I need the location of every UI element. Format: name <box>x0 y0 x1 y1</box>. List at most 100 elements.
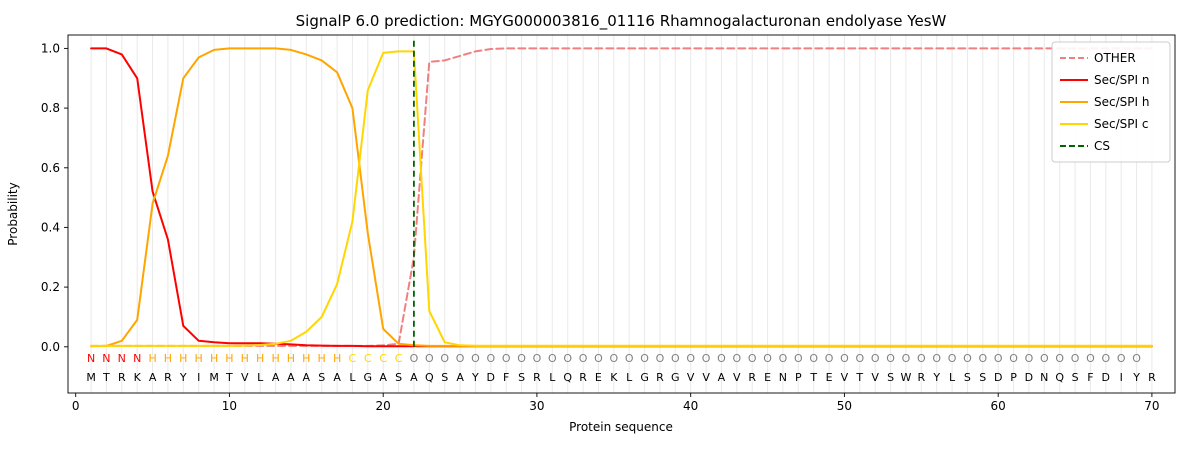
residue-label: N <box>779 371 787 384</box>
region-label: O <box>471 352 480 365</box>
residue-label: D <box>1025 371 1033 384</box>
residue-label: F <box>503 371 509 384</box>
residue-label: D <box>1102 371 1110 384</box>
region-label: O <box>963 352 972 365</box>
residue-label: S <box>1072 371 1079 384</box>
residue-label: L <box>549 371 556 384</box>
region-label: O <box>855 352 864 365</box>
region-label: O <box>717 352 726 365</box>
region-label: O <box>1132 352 1141 365</box>
residue-label: S <box>318 371 325 384</box>
y-tick-label: 1.0 <box>41 41 60 55</box>
legend-label: Sec/SPI h <box>1094 95 1149 109</box>
region-label: O <box>1086 352 1095 365</box>
residue-label: Y <box>179 371 187 384</box>
region-label: O <box>825 352 834 365</box>
region-label: O <box>1117 352 1126 365</box>
region-label: O <box>917 352 926 365</box>
region-label: O <box>702 352 711 365</box>
residue-label: K <box>134 371 142 384</box>
residue-label: F <box>1087 371 1093 384</box>
region-label: O <box>886 352 895 365</box>
region-label: O <box>1055 352 1064 365</box>
residue-label: V <box>871 371 879 384</box>
region-label: O <box>1009 352 1018 365</box>
residue-label: A <box>379 371 387 384</box>
residue-label: Y <box>1132 371 1140 384</box>
region-label: O <box>748 352 757 365</box>
region-label: O <box>548 352 557 365</box>
region-label: O <box>533 352 542 365</box>
region-label: H <box>318 352 326 365</box>
region-label: O <box>794 352 803 365</box>
y-tick-label: 0.6 <box>41 161 60 175</box>
residue-label: M <box>86 371 96 384</box>
series-line-other <box>90 47 1153 347</box>
region-label: O <box>609 352 618 365</box>
region-label: O <box>1101 352 1110 365</box>
x-tick-label: 0 <box>72 399 80 413</box>
region-label: O <box>932 352 941 365</box>
residue-label: L <box>949 371 956 384</box>
residue-label: R <box>748 371 756 384</box>
residue-label: W <box>900 371 911 384</box>
series-lines <box>90 47 1153 348</box>
y-tick-label: 0.0 <box>41 340 60 354</box>
residue-label: E <box>595 371 602 384</box>
region-label: O <box>871 352 880 365</box>
residue-label: G <box>671 371 680 384</box>
residue-label: A <box>303 371 311 384</box>
x-tick-label: 60 <box>991 399 1006 413</box>
residue-label: G <box>640 371 649 384</box>
region-label: O <box>779 352 788 365</box>
sequence-letters: NMNTNRNKHAHRHYHIHMHTHVHLHAHAHAHSHACLCGCA… <box>86 352 1156 384</box>
residue-label: S <box>887 371 894 384</box>
region-label: O <box>563 352 572 365</box>
region-label: O <box>594 352 603 365</box>
region-label: H <box>225 352 233 365</box>
residue-label: A <box>149 371 157 384</box>
residue-label: E <box>764 371 771 384</box>
region-label: H <box>148 352 156 365</box>
residue-label: P <box>1010 371 1017 384</box>
legend-label: CS <box>1094 139 1110 153</box>
y-tick-label: 0.2 <box>41 280 60 294</box>
region-label: O <box>517 352 526 365</box>
region-label: N <box>87 352 95 365</box>
residue-label: T <box>809 371 817 384</box>
x-tick-label: 30 <box>529 399 544 413</box>
region-label: O <box>486 352 495 365</box>
x-tick-label: 20 <box>376 399 391 413</box>
residue-label: Q <box>563 371 572 384</box>
residue-label: D <box>994 371 1002 384</box>
region-label: O <box>763 352 772 365</box>
residue-label: V <box>687 371 695 384</box>
residue-label: A <box>333 371 341 384</box>
residue-label: V <box>702 371 710 384</box>
region-label: O <box>502 352 511 365</box>
region-label: O <box>978 352 987 365</box>
series-line-sec-spi-c <box>90 50 1153 347</box>
region-label: H <box>333 352 341 365</box>
region-label: O <box>1025 352 1034 365</box>
x-axis-label: Protein sequence <box>569 420 673 434</box>
x-tick-label: 40 <box>683 399 698 413</box>
residue-label: S <box>395 371 402 384</box>
region-label: O <box>809 352 818 365</box>
y-axis-label: Probability <box>6 182 20 245</box>
residue-label: L <box>257 371 264 384</box>
gridlines <box>90 35 1153 393</box>
x-tick-label: 50 <box>837 399 852 413</box>
region-label: C <box>349 352 357 365</box>
residue-label: S <box>518 371 525 384</box>
residue-label: G <box>364 371 373 384</box>
region-label: O <box>686 352 695 365</box>
residue-label: L <box>349 371 356 384</box>
region-label: H <box>195 352 203 365</box>
residue-label: R <box>1148 371 1156 384</box>
region-label: N <box>118 352 126 365</box>
region-label: O <box>456 352 465 365</box>
region-label: O <box>994 352 1003 365</box>
x-tick-label: 70 <box>1144 399 1159 413</box>
